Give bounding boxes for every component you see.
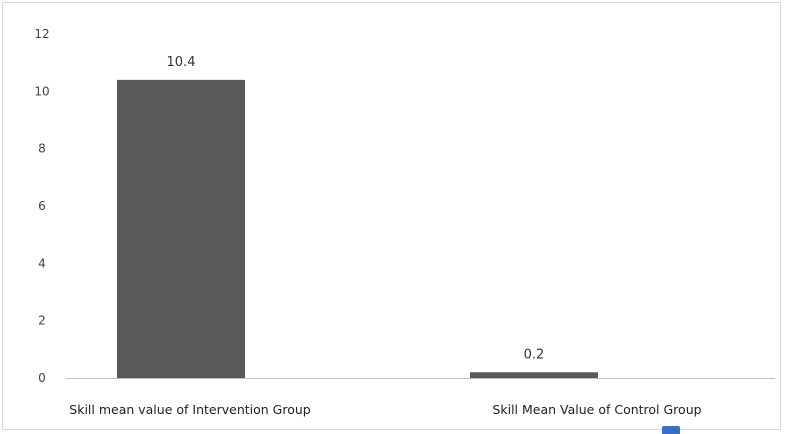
y-tick-label: 6 <box>38 199 46 213</box>
data-labels: 10.4 0.2 <box>167 55 545 362</box>
category-labels: Skill mean value of Intervention Group Sk… <box>69 402 701 417</box>
category-label: Skill Mean Value of Control Group <box>492 402 701 417</box>
y-tick-label: 4 <box>38 256 46 270</box>
y-tick-label: 8 <box>38 142 46 156</box>
y-axis: 0 2 4 6 8 10 12 <box>34 27 49 385</box>
y-tick-label: 12 <box>34 27 49 41</box>
y-tick-label: 2 <box>38 314 46 328</box>
bar <box>117 79 245 378</box>
blue-square-icon <box>662 426 680 434</box>
data-label: 0.2 <box>524 347 545 362</box>
y-tick-label: 0 <box>38 371 46 385</box>
bars <box>117 79 598 378</box>
y-tick-label: 10 <box>34 84 49 98</box>
data-label: 10.4 <box>167 55 196 70</box>
bar <box>470 372 598 378</box>
category-label: Skill mean value of Intervention Group <box>69 402 311 417</box>
